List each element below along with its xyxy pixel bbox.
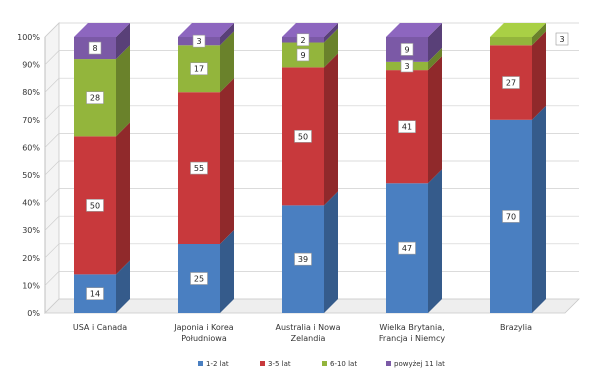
data-label: 55 [194,164,204,173]
bar-segment-side [428,23,442,62]
data-label-box [296,48,310,62]
bar-segment-side [220,230,234,313]
y-tick-label: 10% [22,281,40,290]
data-label-box [398,241,416,255]
data-label-box [502,76,520,89]
data-label: 9 [404,45,409,54]
bar-top [74,23,130,37]
data-label-box [502,210,520,223]
legend-swatch [198,361,203,366]
category-labels: USA i Canada Japonia i Korea Południowa Aus… [73,323,532,343]
data-label-box [88,41,102,55]
y-tick-label: 60% [22,143,40,152]
category-label: Brazylia [500,323,532,332]
data-label: 3 [196,37,201,46]
bar-segment-side [428,169,442,313]
bar-segment-side [116,23,130,60]
legend-label: 1-2 lat [206,360,229,368]
bar-top [178,23,234,37]
bar-segment-side [116,45,130,137]
y-tick-label: 70% [22,116,40,125]
bar-top [386,23,442,37]
bar-segment [490,37,532,46]
data-label-box [190,161,208,175]
bar-segment-side [324,28,338,68]
bar-segment-side [324,191,338,313]
data-label: 39 [298,255,308,264]
bar-segment-side [116,122,130,275]
data-label-box [398,120,416,133]
legend-swatch [322,361,327,366]
y-tick-label: 50% [22,171,40,180]
legend-label: powyżej 11 lat [394,360,445,368]
y-tick-label: 0% [27,309,40,318]
bar-segment-side [532,23,546,46]
data-label-box [400,43,414,56]
y-tick-label: 20% [22,254,40,263]
legend-swatch [260,361,265,366]
data-label: 41 [402,123,412,132]
y-axis-ticks: 0% 10% 20% 30% 40% 50% 60% 70% 80% 90% 100% [17,33,40,318]
y-tick-label: 100% [17,33,40,42]
bar-top [490,23,546,37]
data-label-box [400,59,414,73]
data-label: 2 [300,36,305,45]
bar-segment-side [220,31,234,93]
data-label: 50 [298,132,308,141]
y-tick-label: 90% [22,61,40,70]
data-label: 70 [506,212,516,221]
data-label: 14 [90,290,100,299]
data-label-box [296,33,310,47]
category-label: Wielka Brytania, Francja i Niemcy [379,323,445,343]
y-tick-label: 40% [22,199,40,208]
bar-segment-side [428,56,442,184]
data-label-box [294,130,312,143]
data-label: 17 [194,65,204,74]
data-label: 50 [90,201,100,210]
legend: 1-2 lat 3-5 lat 6-10 lat powyżej 11 lat [198,360,445,368]
legend-swatch [386,361,391,366]
bar-segment-side [220,78,234,244]
bar-segment-side [220,23,234,46]
data-label: 3 [559,35,564,44]
bar-segment-side [116,260,130,313]
data-label: 9 [300,51,305,60]
bar-segment-side [532,105,546,313]
data-label-box [190,272,208,285]
data-label-box [86,91,104,105]
data-label-box [555,32,569,46]
data-label-box [190,62,208,76]
legend-label: 3-5 lat [268,360,291,368]
data-label: 25 [194,275,204,284]
data-label-box [86,287,104,300]
y-tick-label: 80% [22,88,40,97]
data-label-box [294,252,312,266]
data-label-box [192,34,206,48]
bar-segment-side [532,31,546,120]
legend-label: 6-10 lat [330,360,357,368]
bar-segment-side [324,23,338,43]
bar-segment-side [428,47,442,71]
bar-segment-side [324,53,338,206]
data-label: 27 [506,79,516,88]
category-label: Japonia i Korea Południowa [173,323,234,343]
category-label: Australia i Nowa Zelandia [275,323,340,343]
data-label-box [86,199,104,212]
data-label: 28 [90,94,100,103]
data-label: 47 [402,244,412,253]
bar-top [282,23,338,37]
data-label: 8 [92,44,97,53]
category-label: USA i Canada [73,323,127,332]
y-tick-label: 30% [22,226,40,235]
data-label: 3 [404,62,409,71]
